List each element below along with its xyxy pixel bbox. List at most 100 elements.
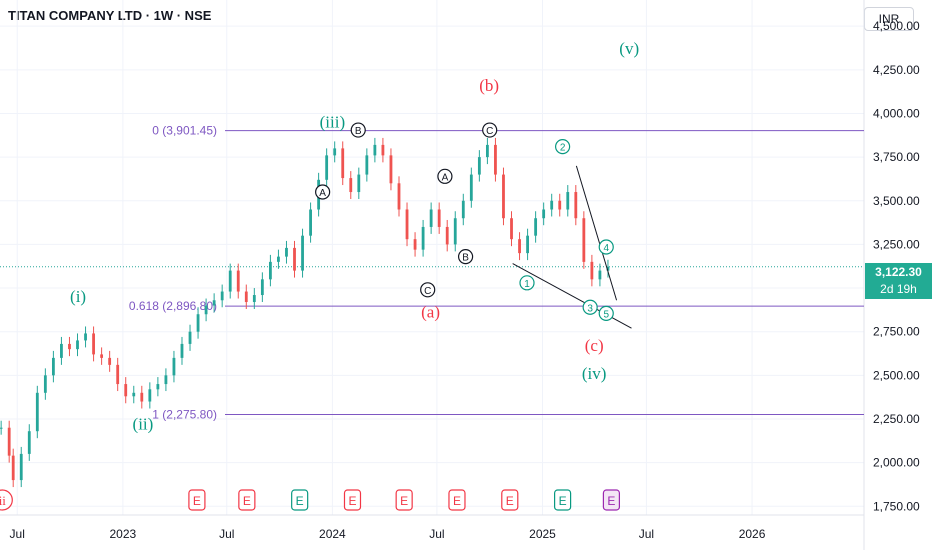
circled-wave-label: 2: [555, 139, 571, 155]
y-tick-label: 4,250.00: [873, 63, 920, 77]
circled-wave-text: A: [442, 172, 449, 183]
earnings-marker-box: [238, 489, 256, 511]
candle-body: [212, 300, 216, 306]
candle-body: [510, 218, 513, 240]
candle-body: [204, 305, 208, 315]
earnings-marker: E: [602, 489, 621, 511]
candle-body: [494, 144, 497, 175]
earnings-marker-text: E: [348, 494, 356, 508]
candle-body: [164, 375, 168, 385]
candle-body: [244, 291, 248, 303]
candle-body: [148, 389, 152, 402]
candle-body: [19, 453, 23, 481]
candle-body: [357, 174, 361, 193]
candle-body: [477, 157, 481, 175]
earnings-marker-text: E: [453, 494, 461, 508]
candle-body: [228, 270, 232, 292]
earnings-marker-box: [501, 489, 519, 511]
candle-body: [461, 200, 465, 219]
y-tick-label: 2,250.00: [873, 412, 920, 426]
x-tick-label: 2025: [529, 527, 556, 541]
earnings-marker-box: [343, 489, 362, 511]
candle-body: [285, 247, 288, 257]
candle-body: [598, 270, 602, 280]
candle-body: [574, 192, 578, 219]
circled-wave-text: B: [355, 126, 362, 137]
candle-body: [445, 226, 449, 245]
x-tick-label: Jul: [10, 527, 25, 541]
candle-body: [309, 209, 312, 236]
candle-body: [518, 239, 521, 254]
earnings-marker-box: [291, 489, 309, 511]
circled-wave-ring: [420, 282, 436, 298]
candle-body: [92, 333, 95, 355]
chart-title: TITAN COMPANY LTD · 1W · NSE: [8, 8, 212, 23]
y-tick-label: 4,000.00: [873, 106, 920, 120]
earnings-marker-box: [395, 489, 413, 511]
circled-wave-ring: [582, 299, 598, 315]
candle-body: [60, 343, 63, 358]
earnings-marker-text: E: [400, 494, 408, 508]
candle-body: [341, 148, 345, 179]
x-tick-label: Jul: [639, 527, 654, 541]
circled-wave-label: 1: [519, 275, 535, 291]
candle-body: [116, 364, 120, 385]
candle-body: [140, 392, 144, 402]
candle-body: [252, 295, 256, 303]
bar-countdown: 2d 19h: [880, 282, 917, 296]
candle-body: [405, 209, 409, 240]
candle-body: [76, 340, 79, 350]
circled-wave-label: B: [350, 122, 366, 138]
circled-wave-label: C: [482, 122, 498, 138]
circled-wave-ring: [457, 249, 474, 265]
circled-wave-ring: [315, 184, 331, 200]
candle-body: [365, 155, 369, 175]
circled-wave-label: 5: [598, 305, 614, 321]
currency-button[interactable]: INR: [864, 7, 914, 31]
earnings-marker: E: [554, 489, 572, 511]
earnings-marker-text: E: [506, 494, 514, 508]
candle-body: [566, 192, 570, 210]
candle-body: [27, 431, 31, 454]
earnings-marker-text: E: [243, 494, 251, 508]
candle-body: [397, 183, 401, 210]
circled-wave-ring: [598, 305, 614, 321]
wave-label: (iii): [320, 112, 346, 131]
candle-body: [502, 174, 505, 219]
y-tick-label: 2,000.00: [873, 456, 920, 470]
candle-body: [413, 239, 417, 250]
x-tick-label: 2024: [319, 527, 346, 541]
earnings-marker: E: [291, 489, 309, 511]
earnings-marker: E: [448, 489, 466, 511]
candle-body: [35, 392, 39, 432]
candle-body: [260, 279, 264, 296]
circled-wave-text: 1: [524, 279, 530, 290]
candle-body: [180, 343, 184, 358]
circled-wave-text: C: [486, 126, 493, 137]
candle-body: [172, 357, 176, 376]
x-tick-label: 2023: [110, 527, 137, 541]
candle-body: [0, 427, 3, 429]
candle-body: [43, 375, 47, 393]
circled-wave-label: A: [315, 184, 331, 200]
y-tick-label: 3,750.00: [873, 150, 920, 164]
candle-body: [606, 266, 610, 271]
candle-body: [7, 427, 11, 456]
earnings-marker: E: [395, 489, 413, 511]
wave-label: (iv): [582, 364, 607, 383]
candle-body: [51, 357, 55, 376]
circled-wave-ring: [437, 168, 453, 184]
y-tick-label: 3,250.00: [873, 237, 920, 251]
candle-body: [268, 261, 272, 280]
earnings-marker: E: [238, 489, 256, 511]
candle-body: [542, 209, 546, 219]
y-tick-label: 1,750.00: [873, 499, 920, 513]
candle-body: [381, 144, 385, 156]
circled-wave-label: B: [457, 249, 474, 265]
circled-wave-label: A: [437, 168, 453, 184]
candle-body: [373, 144, 377, 156]
earnings-marker: E: [188, 489, 206, 511]
circled-wave-label: 4: [598, 239, 614, 255]
x-tick-label: Jul: [219, 527, 234, 541]
